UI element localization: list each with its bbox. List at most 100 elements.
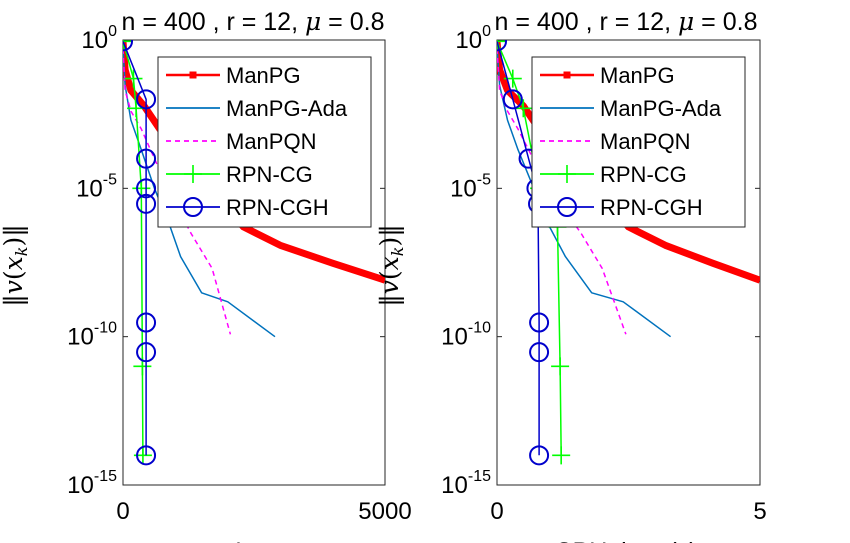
y-tick-exponent: -5 (477, 171, 491, 188)
norm-bar-left: ‖ (375, 294, 405, 307)
title-mu: μ (678, 7, 694, 36)
legend: ManPG ManPG-Ada ManPQN RPN-CG RPN-CGH (531, 56, 746, 228)
paren-close: ) (375, 237, 404, 247)
paren-open: ( (0, 270, 28, 280)
legend-label: RPN-CGH (226, 195, 329, 220)
data-point-rpn-cg (551, 357, 570, 376)
y-tick-base: 10 (455, 27, 482, 54)
legend-marker (189, 71, 197, 79)
y-tick-exponent: 0 (482, 23, 491, 40)
legend-entry: RPN-CG (540, 162, 687, 187)
subscript-k: k (388, 247, 407, 257)
x-tick-label: 0 (490, 498, 503, 525)
legend-entry: ManPG-Ada (540, 96, 722, 121)
y-tick-label: 10-15 (67, 468, 117, 499)
y-tick-label: 100 (455, 23, 491, 54)
chart-title: n = 400 , r = 12, μ = 0.8 (122, 7, 385, 36)
paren-close: ) (0, 237, 28, 247)
series-line-rpn-cg (123, 41, 144, 456)
y-tick-base: 10 (441, 324, 468, 351)
data-point-rpn-cg (497, 40, 506, 51)
norm-bar-left: ‖ (0, 294, 29, 307)
legend-marker (558, 165, 576, 183)
y-tick-exponent: -15 (468, 468, 491, 485)
data-point-rpn-cgh (529, 312, 550, 333)
y-tick-base: 10 (81, 27, 108, 54)
legend-label: RPN-CG (226, 162, 313, 187)
title-mu: μ (305, 7, 321, 36)
y-axis-label: ‖v(xk)‖ (375, 224, 407, 306)
x-axis-label: Iter (235, 538, 271, 543)
legend-label: ManPQN (226, 129, 316, 154)
legend-label: ManPQN (600, 129, 690, 154)
y-tick-base: 10 (76, 175, 103, 202)
y-tick-exponent: -10 (468, 320, 491, 337)
data-point-rpn-cgh (136, 445, 157, 466)
chart-title: n = 400 , r = 12, μ = 0.8 (495, 7, 758, 36)
legend-entry: ManPG-Ada (166, 96, 348, 121)
norm-bar-right: ‖ (0, 224, 29, 237)
title-text: n = 400 , r = 12, (495, 8, 678, 36)
data-point-rpn-cg (514, 99, 533, 118)
legend-entry: ManPG (540, 63, 675, 88)
legend-label: ManPG-Ada (600, 96, 722, 121)
legend-label: RPN-CGH (600, 195, 703, 220)
legend-entry: RPN-CG (166, 162, 313, 187)
legend-entry: ManPQN (166, 129, 316, 154)
series-line-manpqn (497, 48, 627, 335)
data-point-rpn-cgh (497, 40, 507, 52)
data-point-rpn-cgh (529, 342, 550, 363)
data-point-rpn-cgh (123, 40, 133, 52)
y-tick-label: 10-5 (76, 171, 117, 202)
title-text-end: = 0.8 (321, 8, 384, 36)
symbol-x: x (0, 256, 28, 270)
symbol-v: v (375, 280, 404, 294)
paren-open: ( (375, 270, 404, 280)
y-tick-label: 10-10 (441, 320, 491, 351)
data-point-rpn-cgh (136, 148, 157, 169)
legend-entry: ManPG (166, 63, 301, 88)
legend-marker (183, 197, 203, 217)
data-point-rpn-cg (124, 69, 143, 88)
y-tick-base: 10 (441, 472, 468, 499)
y-tick-base: 10 (67, 472, 94, 499)
legend-marker (563, 71, 571, 79)
norm-bar-right: ‖ (375, 224, 405, 237)
title-text-end: = 0.8 (694, 8, 757, 36)
legend-marker (184, 165, 202, 183)
symbol-x: x (375, 256, 404, 270)
title-text: n = 400 , r = 12, (122, 8, 305, 36)
y-tick-label: 100 (81, 23, 117, 54)
y-tick-exponent: 0 (108, 23, 117, 40)
y-tick-label: 10-15 (441, 468, 491, 499)
y-tick-exponent: -10 (94, 320, 117, 337)
y-tick-base: 10 (450, 175, 477, 202)
data-point-rpn-cgh (136, 89, 157, 110)
data-point-rpn-cgh (502, 89, 523, 110)
y-tick-exponent: -5 (103, 171, 117, 188)
x-tick-label: 5 (753, 498, 766, 525)
data-point-rpn-cg (552, 446, 571, 465)
subscript-k: k (12, 247, 31, 257)
data-point-rpn-cgh (136, 342, 157, 363)
legend-label: RPN-CG (600, 162, 687, 187)
legend-label: ManPG (226, 63, 301, 88)
data-point-rpn-cgh (136, 312, 157, 333)
data-point-rpn-cgh (136, 193, 157, 214)
y-tick-label: 10-10 (67, 320, 117, 351)
legend-marker (557, 197, 577, 217)
legend-entry: ManPQN (540, 129, 690, 154)
data-point-rpn-cg (123, 40, 132, 51)
y-tick-exponent: -15 (94, 468, 117, 485)
legend-entry: RPN-CGH (166, 195, 329, 220)
y-tick-base: 10 (67, 324, 94, 351)
data-point-rpn-cg (132, 179, 151, 198)
legend-label: ManPG-Ada (226, 96, 348, 121)
x-tick-label: 0 (116, 498, 129, 525)
y-axis-label: ‖v(xk)‖ (0, 224, 31, 306)
legend-entry: RPN-CGH (540, 195, 703, 220)
legend: ManPG ManPG-Ada ManPQN RPN-CG RPN-CGH (157, 56, 372, 228)
legend-label: ManPG (600, 63, 675, 88)
